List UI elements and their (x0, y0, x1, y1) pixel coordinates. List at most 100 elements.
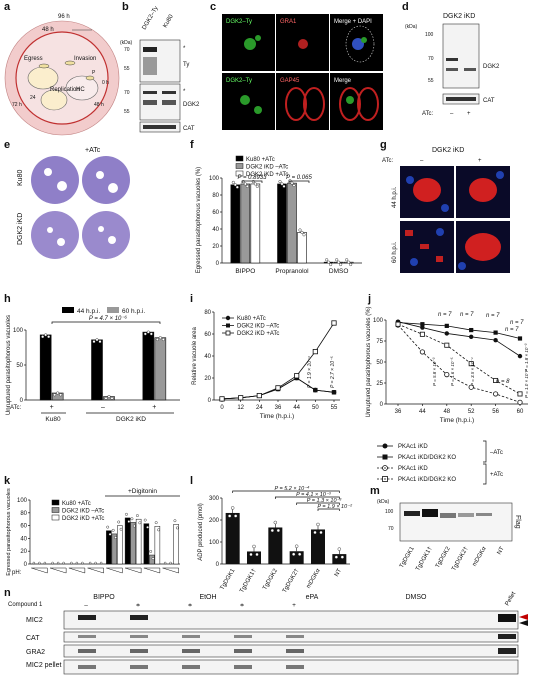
x-category: DMSO (329, 268, 349, 275)
data-point (302, 233, 306, 237)
plaque (96, 171, 104, 179)
tick: 70 (428, 56, 434, 62)
parasite (420, 244, 429, 249)
y-tick-label: 0 (216, 261, 220, 267)
panel-label-n: n (4, 587, 11, 599)
data-point (146, 525, 149, 529)
band (404, 511, 420, 516)
plaque-well (31, 156, 79, 204)
group-label: DGK2 iKD (116, 416, 146, 423)
label-invasion: Invasion (74, 56, 96, 62)
data-point (316, 522, 320, 527)
label-replication: Replication (50, 87, 80, 93)
legend-marker (225, 330, 231, 336)
green-signal (254, 106, 262, 114)
panel-label-i: i (190, 293, 193, 305)
sign-label: + (188, 602, 192, 609)
label-96h: 96 h (58, 14, 70, 20)
x-tick-label: 12 (237, 405, 244, 411)
p-value: P = 4.1 × 10⁻³ (296, 492, 331, 498)
data-point (227, 514, 232, 518)
p-value: P = 1.3 × 10⁻³ (307, 498, 342, 504)
data-point (339, 263, 343, 267)
ph-wedge (68, 567, 86, 574)
green-signal (244, 38, 256, 50)
y-tick-label: 60 (20, 524, 27, 530)
kda-label: (kDa) (120, 40, 133, 46)
band (78, 615, 96, 620)
data-point (233, 514, 238, 518)
data-point (111, 528, 115, 532)
lane-plus: + (478, 158, 482, 164)
sign-label: + (240, 602, 244, 609)
lane-label: TgDGK1† (415, 546, 434, 572)
band (286, 665, 304, 669)
data-point (169, 561, 172, 565)
group-label: +Digitonin (128, 488, 157, 495)
atc-label: ATc: (382, 158, 394, 164)
data-point (230, 506, 235, 510)
y-tick-label: 80 (212, 193, 219, 199)
ph-wedge (125, 567, 142, 574)
plaque (108, 183, 118, 193)
y-tick-label: 300 (209, 496, 220, 502)
x-tick-label: 48 (443, 409, 450, 415)
bar (297, 232, 307, 264)
parasite (38, 63, 50, 69)
significance-bracket (51, 321, 161, 324)
panel-b-blot: DGK2–Ty Ku80 (kDa) 70 55 * Ty 70 55 * DG… (120, 5, 200, 133)
bar (117, 525, 123, 565)
atc-sign: + (152, 404, 156, 411)
data-point (143, 518, 147, 522)
bar (240, 183, 251, 264)
parasite (85, 75, 95, 81)
row-44hpi: 44 h.p.i. (392, 186, 398, 208)
band (162, 91, 176, 94)
tick: 70 (124, 90, 130, 96)
treatment-label: EtOH (199, 594, 216, 601)
data-point (337, 260, 341, 264)
data-point (59, 393, 63, 397)
row-cat: CAT (26, 635, 40, 642)
data-point (92, 340, 96, 344)
band (498, 614, 516, 622)
y-tick-label: 60 (212, 210, 219, 216)
panel-label-k: k (4, 475, 11, 487)
row-dgk2-ikd: DGK2 iKD (17, 213, 24, 245)
data-point (517, 353, 523, 359)
bar (268, 527, 283, 564)
replication-vacuole (40, 89, 68, 111)
panel-label-l: l (190, 475, 193, 487)
significance-bracket (274, 496, 340, 499)
sign-label: – (240, 602, 244, 609)
legend-label: DGK2 iKD –ATc (237, 324, 279, 330)
bar (250, 183, 261, 264)
data-point (255, 552, 259, 557)
data-point (173, 519, 177, 523)
legend-swatch (235, 155, 244, 162)
label-72h: 72 h (12, 102, 22, 108)
band (234, 665, 252, 669)
data-point (99, 561, 103, 565)
x-tick-label: 60 (517, 409, 524, 415)
x-tick-label: 44 (293, 405, 300, 411)
x-category: Propranolol (275, 268, 309, 275)
red-outline (339, 87, 361, 121)
data-point (275, 385, 281, 391)
data-point (493, 330, 498, 335)
bar (142, 331, 155, 401)
band (476, 513, 492, 516)
lane-label: TgDGK2 (435, 545, 452, 569)
sign-label: – (84, 602, 88, 609)
red-outline (303, 87, 325, 121)
parasite (405, 230, 413, 236)
data-point (163, 561, 167, 565)
tick: 70 (124, 47, 130, 53)
panel-e-plaques: +ATc Ku80 DGK2 iKD (17, 147, 130, 259)
row-mic2-pellet: MIC2 pellet (26, 662, 61, 669)
band (234, 649, 252, 653)
data-point (278, 180, 282, 184)
x-axis-label: pH: (12, 570, 22, 576)
green-signal (255, 35, 261, 41)
data-point (517, 399, 523, 405)
